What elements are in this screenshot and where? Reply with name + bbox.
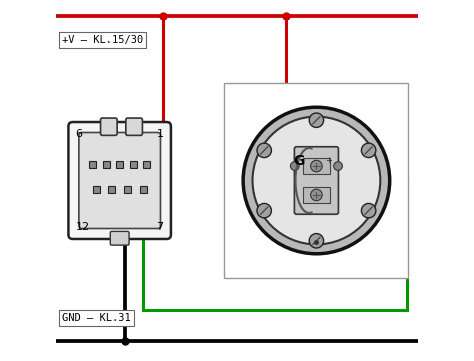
Bar bbox=[124, 186, 131, 193]
Circle shape bbox=[309, 234, 324, 248]
Circle shape bbox=[310, 160, 322, 172]
Bar bbox=[109, 186, 115, 193]
Bar bbox=[130, 161, 137, 168]
Circle shape bbox=[361, 203, 376, 218]
Text: 12: 12 bbox=[76, 222, 90, 232]
FancyBboxPatch shape bbox=[110, 231, 129, 245]
Text: GND – KL.31: GND – KL.31 bbox=[62, 313, 131, 323]
Bar bbox=[143, 161, 150, 168]
Text: 6: 6 bbox=[76, 129, 82, 139]
Circle shape bbox=[310, 189, 322, 201]
Text: 1: 1 bbox=[157, 129, 164, 139]
FancyBboxPatch shape bbox=[294, 147, 338, 214]
Bar bbox=[103, 161, 109, 168]
Bar bbox=[93, 186, 100, 193]
Bar bbox=[116, 161, 123, 168]
Bar bbox=[89, 161, 96, 168]
Text: +V – KL.15/30: +V – KL.15/30 bbox=[62, 35, 143, 45]
Circle shape bbox=[253, 117, 380, 244]
Bar bbox=[303, 158, 330, 174]
Circle shape bbox=[243, 107, 390, 254]
Text: G: G bbox=[293, 154, 305, 168]
Bar bbox=[140, 186, 146, 193]
Circle shape bbox=[361, 143, 376, 157]
Text: 7: 7 bbox=[156, 222, 164, 232]
Circle shape bbox=[334, 162, 342, 170]
FancyBboxPatch shape bbox=[68, 122, 171, 239]
FancyBboxPatch shape bbox=[126, 118, 142, 135]
Bar bbox=[303, 187, 330, 203]
Bar bbox=[112, 233, 128, 244]
Circle shape bbox=[257, 203, 272, 218]
FancyBboxPatch shape bbox=[224, 83, 409, 278]
Circle shape bbox=[257, 143, 272, 157]
FancyBboxPatch shape bbox=[69, 123, 170, 238]
Circle shape bbox=[291, 162, 299, 170]
Text: +: + bbox=[326, 156, 332, 165]
FancyBboxPatch shape bbox=[100, 118, 117, 135]
Circle shape bbox=[309, 113, 324, 127]
FancyBboxPatch shape bbox=[79, 132, 161, 229]
